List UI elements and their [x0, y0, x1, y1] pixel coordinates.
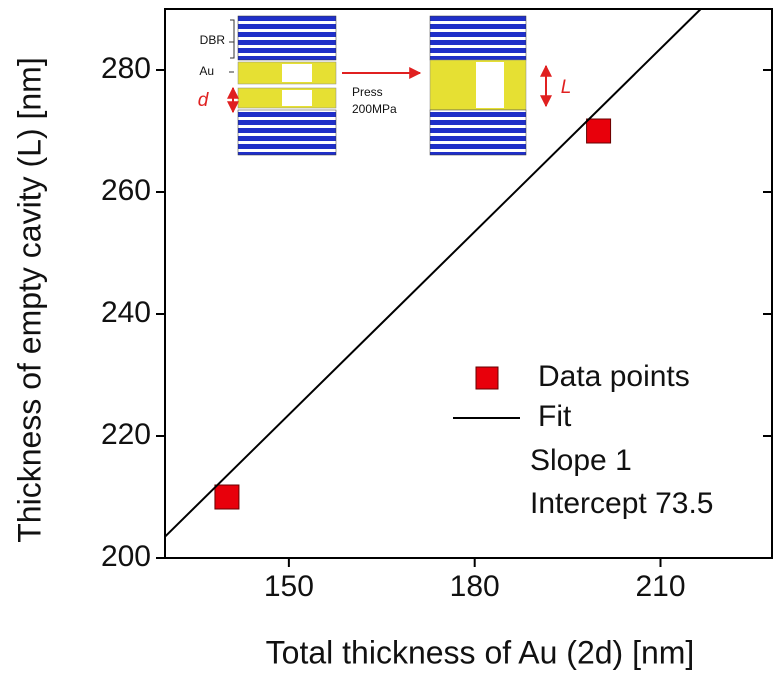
y-tick-label: 260 [101, 174, 151, 207]
x-tick-label: 180 [450, 570, 500, 603]
inset-label: d [198, 90, 210, 111]
x-axis-title: Total thickness of Au (2d) [nm] [266, 634, 695, 670]
inset-label: 200MPa [352, 102, 397, 116]
y-tick-label: 240 [101, 296, 151, 329]
data-point [214, 484, 240, 510]
annotation: Slope 1 [530, 444, 632, 477]
y-tick-label: 220 [101, 418, 151, 451]
inset-label: Au [199, 64, 214, 78]
y-tick-label: 280 [101, 52, 151, 85]
annotation: Intercept 73.5 [530, 487, 713, 520]
inset-label: DBR [200, 33, 226, 47]
data-point [586, 118, 612, 144]
x-tick-label: 150 [264, 570, 314, 603]
plot-frame [164, 8, 773, 559]
y-tick-label: 200 [101, 540, 151, 573]
y-axis-title: Thickness of empty cavity (L) [nm] [11, 57, 47, 542]
legend-marker [475, 366, 499, 390]
inset-diagram: DBR Au d Press 200MPa L [198, 15, 572, 156]
inset-label: Press [352, 85, 383, 99]
x-tick-label: 210 [635, 570, 685, 603]
legend-label: Data points [538, 360, 690, 393]
fit-line [164, 8, 702, 538]
inset-label: L [561, 77, 572, 98]
legend-label: Fit [538, 400, 572, 433]
